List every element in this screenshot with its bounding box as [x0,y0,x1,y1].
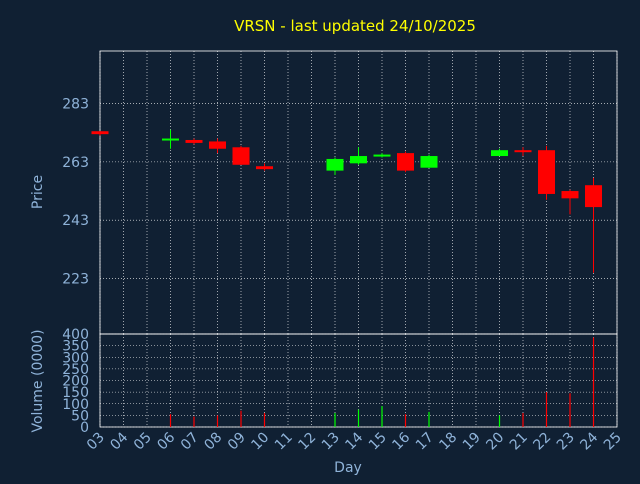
volume-axis-label: Volume (0000) [30,329,46,432]
volume-bar [545,392,548,427]
candle-body [397,153,414,171]
volume-bar [381,406,383,427]
x-tick-label: 23 [554,430,578,454]
candle-body [91,131,109,135]
candle-body [326,158,344,171]
x-tick-label: 06 [154,429,178,453]
volume-bar [193,416,195,427]
chart-title: VRSN - last updated 24/10/2025 [234,17,476,35]
candle-body [209,141,226,149]
volume-tick-label: 400 [62,327,89,343]
x-tick-label: 14 [342,429,366,453]
volume-bar [404,414,407,427]
x-tick-label: 20 [483,430,507,454]
volume-bar [592,337,595,427]
x-tick-label: 17 [413,430,437,454]
x-tick-label: 19 [460,430,484,454]
x-tick-label: 24 [577,429,601,453]
volume-bar [216,415,219,427]
volume-bar [263,413,266,427]
volume-tick-label: 100 [62,397,89,413]
candle-body [561,191,579,199]
candle-body [256,166,273,170]
price-tick-label: 223 [62,272,89,288]
price-tick-label: 263 [62,155,89,171]
candle-body [232,147,250,165]
volume-bar [569,393,571,427]
candle-body [420,156,438,168]
x-tick-label: 07 [178,430,202,454]
candle-body [491,150,508,157]
candle-body [514,150,532,153]
candle-body [538,150,555,194]
x-tick-label: 11 [272,430,296,454]
x-axis-label: Day [334,460,362,476]
volume-bar [169,414,172,427]
volume-bar [357,409,360,427]
x-tick-label: 04 [107,429,131,453]
volume-tick-label: 50 [71,408,89,424]
volume-bar [522,413,524,427]
x-tick-label: 16 [389,429,413,453]
volume-tick-label: 300 [62,350,89,366]
price-panel: 223 243 263 283 [62,50,618,335]
x-tick-labels: 03 04 05 06 07 08 09 10 11 12 13 14 15 16 17 18 19 20 21 22… [84,429,625,453]
candle-body [162,138,179,141]
price-axis-label: Price [30,175,46,209]
x-tick-label: 25 [601,430,625,454]
candle-body [350,156,367,164]
volume-bar [428,411,430,427]
volume-tick-label: 200 [62,374,89,390]
candle-body [185,139,203,143]
volume-tick-label: 250 [62,362,89,378]
x-tick-label: 12 [295,430,319,454]
x-tick-label: 09 [225,430,249,454]
volume-bar [240,410,242,427]
price-tick-label: 243 [62,213,89,229]
candle-body [373,154,391,157]
candle-body [585,185,602,208]
volume-tick-label: 150 [62,385,89,401]
volume-bar [334,413,336,427]
x-tick-label: 08 [201,430,225,454]
volume-tick-label: 350 [62,339,89,355]
x-tick-label: 18 [436,430,460,454]
x-tick-label: 21 [507,430,531,454]
price-tick-label: 283 [62,97,89,113]
volume-tick-label: 0 [80,420,89,436]
x-tick-label: 10 [248,430,272,454]
volume-bar [498,415,501,427]
x-tick-label: 22 [530,430,554,454]
x-tick-label: 05 [131,430,155,454]
x-tick-label: 15 [366,430,390,454]
x-tick-label: 13 [319,430,343,454]
